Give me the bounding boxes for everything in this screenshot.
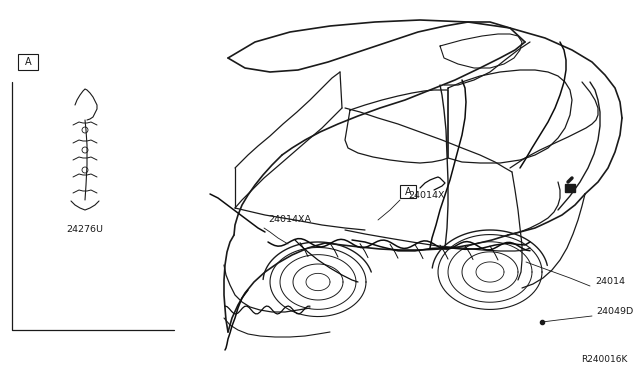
FancyBboxPatch shape <box>18 54 38 70</box>
Text: A: A <box>404 187 412 197</box>
Bar <box>565 184 575 192</box>
Text: 24014X: 24014X <box>408 190 445 199</box>
Text: 24014: 24014 <box>595 278 625 286</box>
Text: 24276U: 24276U <box>67 225 104 234</box>
Text: 24014XA: 24014XA <box>268 215 311 224</box>
Text: 24049D: 24049D <box>596 308 633 317</box>
FancyBboxPatch shape <box>400 185 416 198</box>
Text: R240016K: R240016K <box>582 355 628 364</box>
Text: A: A <box>25 57 31 67</box>
